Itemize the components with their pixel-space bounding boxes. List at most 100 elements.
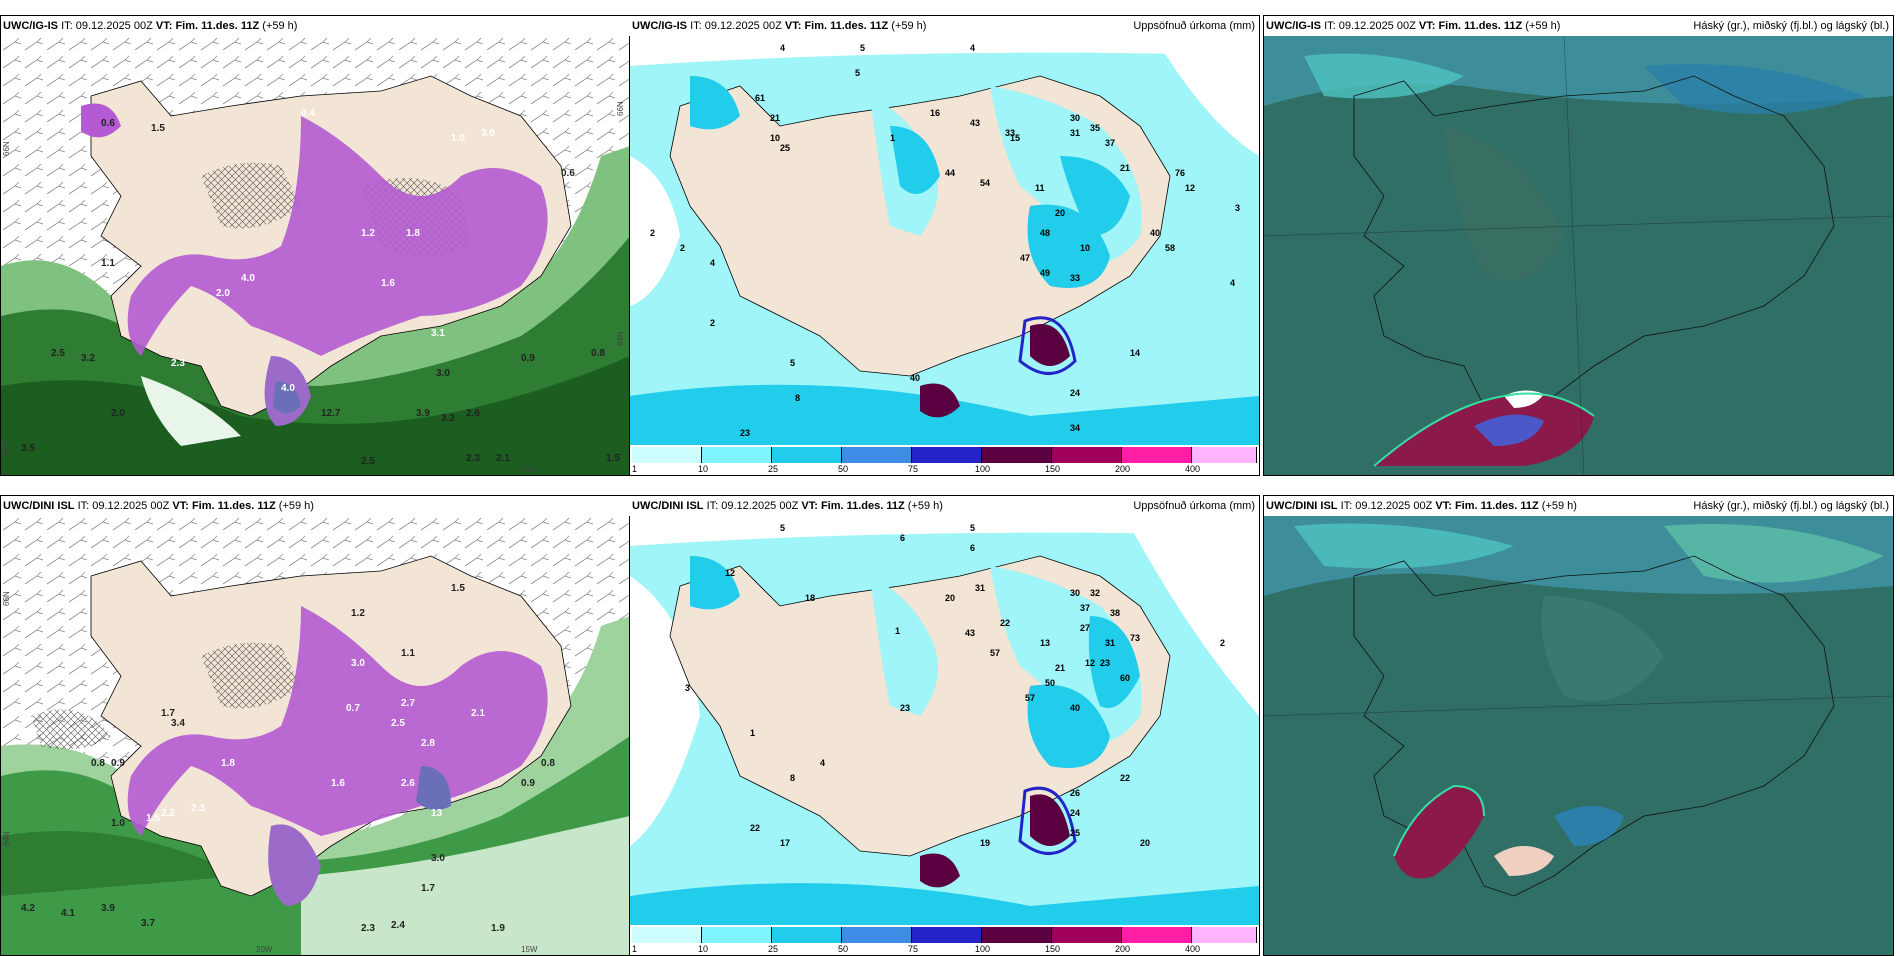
svg-text:1.8: 1.8	[221, 758, 235, 769]
svg-text:12: 12	[1085, 658, 1095, 668]
svg-text:0.8: 0.8	[91, 758, 105, 769]
svg-text:30: 30	[1070, 113, 1080, 123]
svg-text:32: 32	[1090, 588, 1100, 598]
svg-text:1.5: 1.5	[606, 453, 620, 464]
colorbar-swatch	[702, 447, 772, 463]
colorbar-swatch	[1052, 927, 1122, 943]
svg-text:2.6: 2.6	[401, 778, 415, 789]
svg-text:3.4: 3.4	[171, 718, 185, 729]
svg-text:5: 5	[780, 523, 785, 533]
svg-text:37: 37	[1080, 603, 1090, 613]
svg-text:0.6: 0.6	[101, 118, 115, 129]
svg-text:43: 43	[965, 628, 975, 638]
svg-text:21: 21	[770, 113, 780, 123]
svg-text:47: 47	[1020, 253, 1030, 263]
svg-text:64N: 64N	[616, 331, 625, 346]
svg-text:3.0: 3.0	[436, 368, 450, 379]
svg-text:3.2: 3.2	[441, 413, 455, 424]
svg-text:26: 26	[1070, 788, 1080, 798]
svg-text:66N: 66N	[2, 141, 11, 156]
svg-text:5: 5	[855, 68, 860, 78]
panel-top-right: UWC/IG-IS IT: 09.12.2025 00Z VT: Fim. 11…	[1263, 15, 1894, 476]
svg-text:10: 10	[1080, 243, 1090, 253]
iceland-outline	[1353, 555, 1835, 897]
svg-text:1.7: 1.7	[161, 708, 175, 719]
colorbar-tick: 1	[632, 464, 638, 474]
svg-text:3.1: 3.1	[431, 328, 445, 339]
svg-text:76: 76	[1175, 168, 1185, 178]
svg-text:3.5: 3.5	[21, 443, 35, 454]
colorbar-swatch	[772, 447, 842, 463]
svg-text:1.1: 1.1	[101, 258, 115, 269]
svg-text:19: 19	[980, 838, 990, 848]
svg-text:3.7: 3.7	[141, 918, 155, 929]
svg-text:73: 73	[1130, 633, 1140, 643]
colorbar-tick: 10	[698, 464, 709, 474]
panel-header: UWC/IG-IS IT: 09.12.2025 00Z VT: Fim. 11…	[1, 16, 630, 36]
svg-text:2.5: 2.5	[391, 718, 405, 729]
svg-text:22: 22	[1120, 773, 1130, 783]
colorbar-swatch	[1122, 447, 1192, 463]
svg-text:2.0: 2.0	[111, 408, 125, 419]
svg-text:2.1: 2.1	[496, 453, 510, 464]
svg-text:31: 31	[1070, 128, 1080, 138]
svg-text:8: 8	[795, 393, 800, 403]
svg-text:5: 5	[860, 43, 865, 53]
svg-text:1.2: 1.2	[351, 608, 365, 619]
svg-text:33: 33	[1070, 273, 1080, 283]
svg-text:24: 24	[1070, 388, 1080, 398]
svg-text:6: 6	[900, 533, 905, 543]
svg-text:1: 1	[890, 133, 895, 143]
colorbar-tick: 200	[1115, 464, 1131, 474]
panel-header: UWC/DINI ISL IT: 09.12.2025 00Z VT: Fim.…	[1, 496, 630, 516]
svg-text:34: 34	[1070, 423, 1080, 433]
svg-text:20: 20	[1140, 838, 1150, 848]
colorbar-tick: 100	[975, 464, 991, 474]
panel-top-left: UWC/IG-IS IT: 09.12.2025 00Z VT: Fim. 11…	[0, 15, 631, 476]
svg-text:57: 57	[990, 648, 1000, 658]
svg-text:33: 33	[1005, 128, 1015, 138]
svg-text:2.6: 2.6	[466, 408, 480, 419]
svg-text:2.3: 2.3	[361, 923, 375, 934]
colorbar-tick: 1	[632, 944, 638, 954]
svg-text:2.0: 2.0	[216, 288, 230, 299]
colorbar-swatch	[912, 927, 982, 943]
svg-text:6: 6	[970, 543, 975, 553]
svg-text:58: 58	[1165, 243, 1175, 253]
svg-text:43: 43	[970, 118, 980, 128]
svg-text:1.9: 1.9	[491, 923, 505, 934]
colorbar-swatch	[842, 447, 912, 463]
value-labels: 5 6 5 6 1 12 18 20 31 43 57 22 13 30 32 …	[685, 523, 1225, 848]
svg-text:2.3: 2.3	[466, 453, 480, 464]
colorbar-tick: 200	[1115, 944, 1131, 954]
svg-text:61: 61	[755, 93, 765, 103]
svg-text:1: 1	[895, 626, 900, 636]
panel-header: UWC/DINI ISL IT: 09.12.2025 00Z VT: Fim.…	[1264, 496, 1893, 516]
svg-text:12: 12	[725, 568, 735, 578]
svg-text:0.6: 0.6	[561, 168, 575, 179]
svg-text:22: 22	[1000, 618, 1010, 628]
svg-text:13: 13	[1040, 638, 1050, 648]
colorbar-swatch	[1052, 447, 1122, 463]
colorbar-tick: 75	[908, 944, 919, 954]
svg-text:4.0: 4.0	[241, 273, 255, 284]
svg-text:44: 44	[945, 168, 955, 178]
svg-text:64N: 64N	[2, 441, 11, 456]
svg-text:0.9: 0.9	[111, 758, 125, 769]
svg-text:12: 12	[1185, 183, 1195, 193]
grid-labels: 66N 66N 64N 64N 15W	[2, 101, 625, 474]
svg-text:1.5: 1.5	[451, 583, 465, 594]
svg-text:4: 4	[970, 43, 975, 53]
svg-text:2: 2	[680, 243, 685, 253]
svg-text:5: 5	[790, 358, 795, 368]
svg-text:1.6: 1.6	[381, 278, 395, 289]
svg-text:40: 40	[1150, 228, 1160, 238]
svg-text:2.3: 2.3	[171, 358, 185, 369]
svg-text:30: 30	[1070, 588, 1080, 598]
svg-text:4.0: 4.0	[281, 383, 295, 394]
colorbar-swatch	[842, 927, 912, 943]
colorbar-tick: 150	[1045, 944, 1061, 954]
colorbar-swatch	[772, 927, 842, 943]
colorbar-tick: 25	[768, 464, 779, 474]
svg-text:3: 3	[1235, 203, 1240, 213]
